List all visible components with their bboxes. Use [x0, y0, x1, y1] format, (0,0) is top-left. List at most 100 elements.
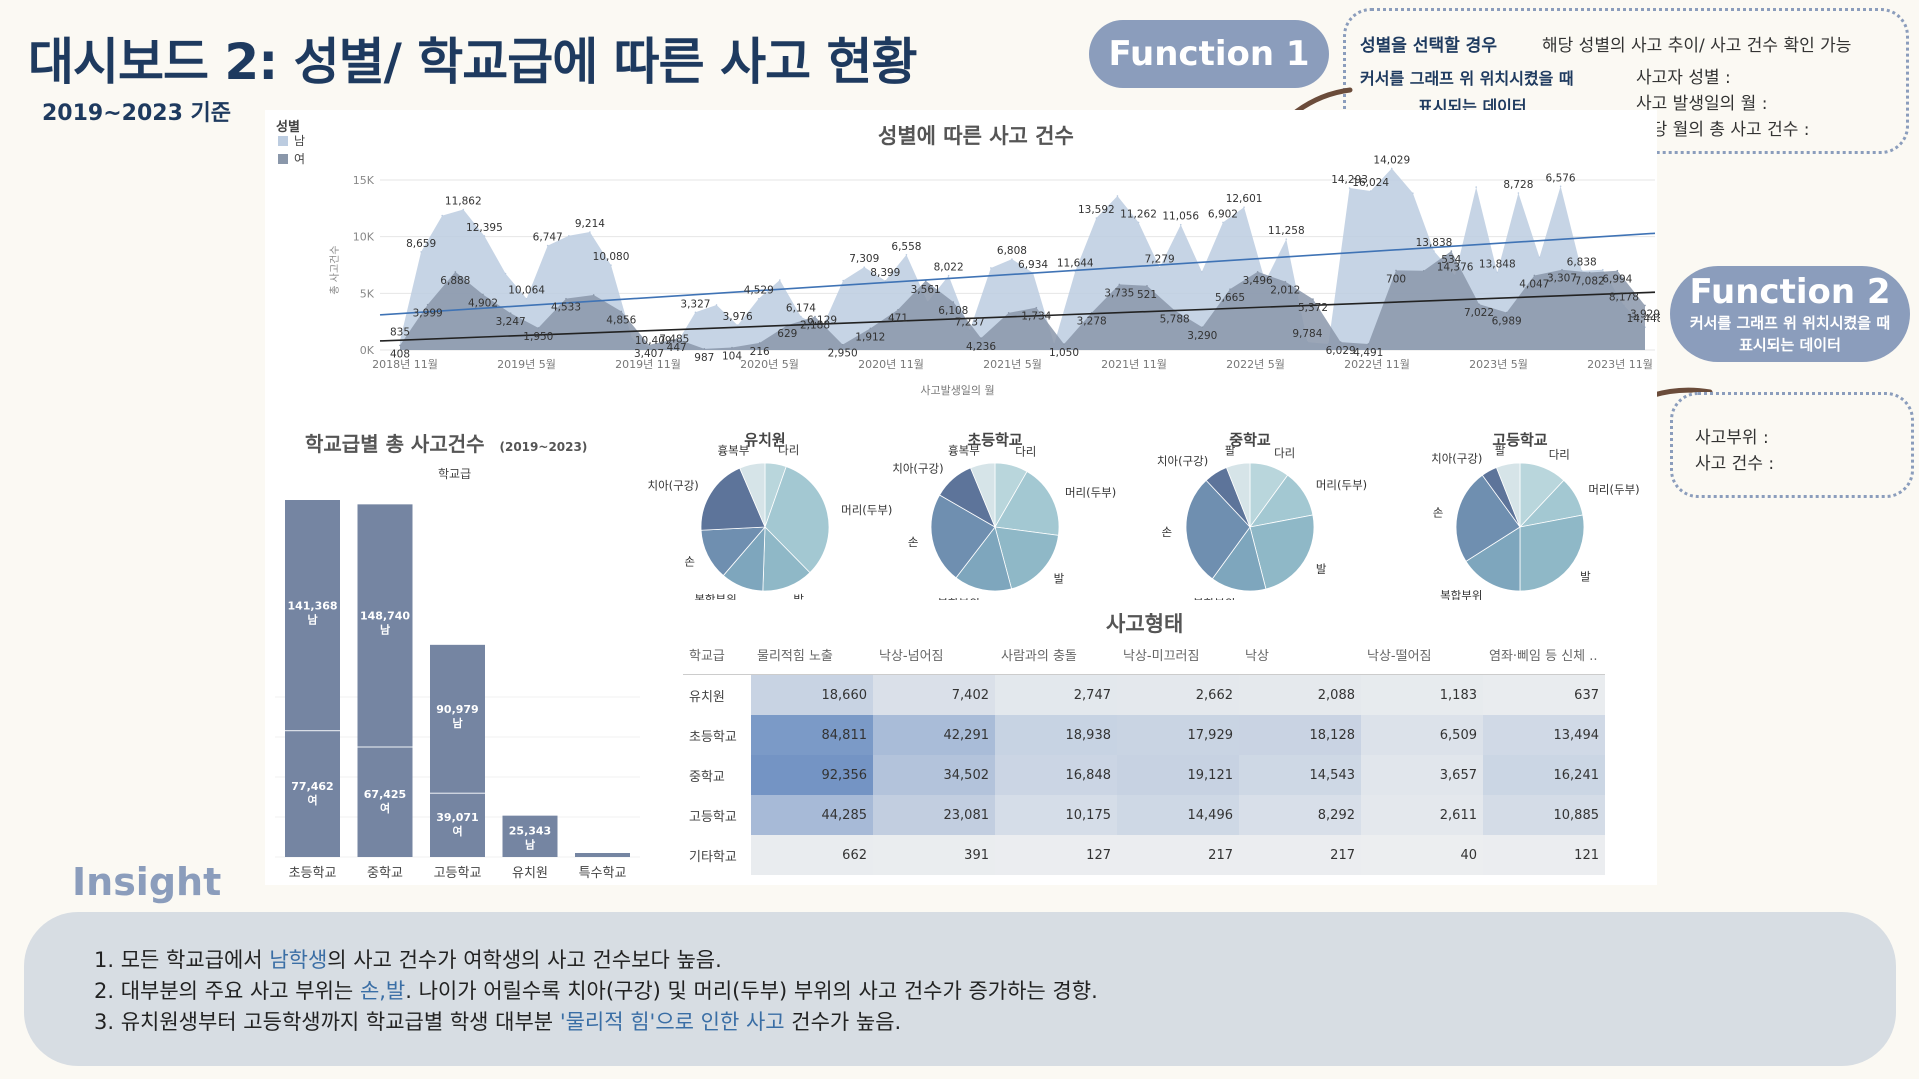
table-row[interactable]: 고등학교 44,285 23,081 10,175 14,496 8,292 2,611 10… [683, 795, 1605, 835]
table-row-header: 유치원 [689, 689, 725, 705]
male-data-label: 10,064 [508, 285, 545, 297]
table-cell: 127 [995, 835, 1117, 875]
bar-segment-female [430, 793, 485, 857]
area-point [1158, 266, 1161, 269]
table-cell: 13,494 [1483, 715, 1605, 755]
bar-label-male: 남 [452, 717, 462, 730]
table-row[interactable]: 중학교 92,356 34,502 16,848 19,121 14,543 3,657 16… [683, 755, 1605, 795]
pie-slice-label: 머리(두부) [841, 503, 892, 517]
pie-charts[interactable]: 유치원다리머리(두부)발복합부위손치아(구강)흉복부초등학교다리머리(두부)발복… [640, 425, 1680, 600]
area-point [952, 301, 955, 303]
x-axis-label: 사고발생일의 월 [920, 383, 994, 397]
area-point [483, 235, 486, 237]
area-point [897, 308, 899, 311]
bar-label-male-value: 25,343 [509, 824, 551, 837]
area-chart[interactable]: 0K 5K 10K 15K 총 사고건수 835 8,659 11,862 12,395 10,0… [320, 150, 1660, 410]
female-data-label: 5,788 [1160, 313, 1190, 325]
female-data-label: 1,950 [523, 331, 553, 343]
bar-chart[interactable]: 77,462여141,368남초등학교67,425여148,740남중학교39,… [275, 485, 645, 885]
female-data-label: 216 [750, 346, 770, 358]
area-point [980, 337, 982, 339]
bar-label-male-value: 90,979 [436, 703, 478, 716]
pie-slice [1249, 514, 1315, 590]
female-data-label: 6,994 [1602, 274, 1632, 286]
female-data-label: 3,307 [1547, 273, 1577, 285]
bar-category-label: 초등학교 [289, 866, 337, 881]
table-cell: 121 [1483, 835, 1605, 875]
female-data-label: 2,012 [1270, 285, 1300, 297]
male-data-label: 8,178 [1609, 291, 1639, 303]
male-data-label: 6,808 [997, 245, 1027, 257]
female-data-label: 534 [1441, 254, 1461, 266]
area-point [1588, 271, 1591, 274]
male-data-label: 4,529 [744, 285, 774, 297]
area-point [1433, 250, 1435, 252]
bar-category-label: 고등학교 [434, 866, 482, 881]
area-point [525, 297, 528, 300]
male-data-label: 14,029 [1373, 154, 1410, 166]
table-cell: 42,291 [873, 715, 995, 755]
area-point [1256, 270, 1259, 273]
pie-slice-label: 머리(두부) [1588, 482, 1639, 496]
table-row-header: 고등학교 [689, 809, 737, 825]
table-header-cell: 낙상-넘어짐 [873, 634, 995, 675]
bar-segment-male [502, 815, 558, 857]
pie-slice-label: 치아(구강) [1157, 454, 1208, 468]
table-row[interactable]: 기타학교 662 391 127 217 217 40 121 [683, 835, 1605, 875]
pie-slice-label: 발 [1316, 562, 1327, 576]
area-point [454, 271, 457, 273]
male-data-label: 12,601 [1226, 193, 1263, 205]
trend-line-male [379, 232, 1656, 316]
pie-slice [994, 526, 1059, 590]
pie-slice-label: 치아(구강) [1431, 452, 1482, 466]
insight-label: Insight [72, 860, 222, 904]
table-cell: 2,662 [1117, 674, 1239, 715]
area-point [1137, 221, 1140, 224]
pie-slice-label: 흉복부 [718, 444, 750, 458]
male-data-label: 12,395 [466, 222, 503, 234]
area-point [592, 294, 595, 296]
male-data-label: 14,376 [1437, 261, 1474, 273]
female-data-label: 7,022 [1464, 307, 1494, 319]
insight-line-2: 2. 대부분의 주요 사고 부위는 손,발. 나이가 어릴수록 치아(구강) 및… [94, 979, 1098, 1003]
area-chart-title: 성별에 따른 사고 건수 [878, 124, 1074, 148]
area-point [1118, 283, 1121, 286]
table-row[interactable]: 초등학교 84,811 42,291 18,938 17,929 18,128 6,509 1… [683, 715, 1605, 755]
male-data-label: 6,129 [807, 314, 837, 326]
area-point [703, 348, 706, 350]
table-row[interactable]: 유치원 18,660 7,402 2,747 2,662 2,088 1,183 637 [683, 674, 1605, 715]
table-cell: 14,543 [1239, 755, 1361, 795]
area-series-여 [400, 251, 1645, 350]
area-point [1616, 269, 1619, 272]
table-cell: 16,848 [995, 755, 1117, 795]
female-data-label: 3,735 [1104, 287, 1134, 299]
area-point [884, 279, 887, 282]
tooltip-count: 사고 건수 : [1695, 454, 1775, 474]
table-cell: 217 [1117, 835, 1239, 875]
female-data-label: 987 [694, 352, 714, 364]
male-data-label: 16,024 [1352, 177, 1389, 189]
pie-slice [955, 526, 1013, 592]
y-tick-label: 10K [353, 231, 375, 244]
female-data-label: 700 [1386, 273, 1406, 285]
table-cell: 40 [1361, 835, 1483, 875]
table-cell: 8,292 [1239, 795, 1361, 835]
pie-slice-label: 머리(두부) [1316, 478, 1367, 492]
area-point [648, 344, 650, 346]
insight-line-1: 1. 모든 학교급에서 남학생의 사고 건수가 여학생의 사고 건수보다 높음. [94, 948, 722, 972]
pie-slice-label: 손 [1162, 525, 1173, 539]
function1-line2: 커서를 그래프 위 위치시켰을 때 [1360, 69, 1574, 88]
male-data-label: 3,976 [723, 311, 753, 323]
legend-label-female[interactable]: 여 [294, 152, 306, 166]
female-data-label: 2,950 [828, 348, 858, 360]
male-data-label: 6,838 [1567, 257, 1597, 269]
area-point [1601, 268, 1604, 271]
female-data-label: 521 [1137, 289, 1157, 301]
pie-slice-label: 손 [684, 554, 695, 568]
legend-label-male[interactable]: 남 [294, 134, 306, 148]
male-data-label: 10,409 [635, 335, 672, 347]
bar-category-label: 특수학교 [579, 866, 627, 881]
legend-swatch-female [278, 154, 288, 164]
pie-slice [930, 494, 996, 579]
pie-slice-label: 팔 [1225, 443, 1236, 457]
